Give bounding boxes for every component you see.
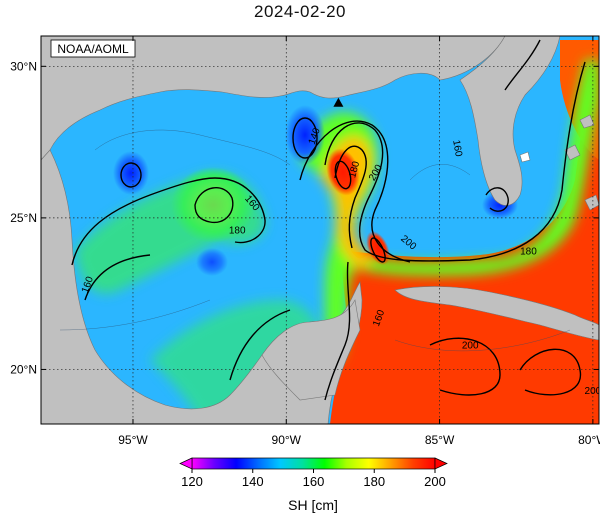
colorbar: 120 140 160 180 200 SH [cm] [179, 457, 448, 513]
colorbar-tick-label: 160 [303, 474, 325, 489]
us-coastline [41, 36, 506, 161]
contour-label: 180 [520, 247, 537, 258]
credit-label: NOAA/AOML [57, 42, 129, 56]
contour-label: 200 [462, 341, 479, 352]
contour-label: 180 [229, 226, 246, 237]
latitude-axis: 30°N 25°N 20°N [10, 59, 599, 376]
map-title: 2024-02-20 [254, 2, 346, 21]
buoy-marker-icon [333, 97, 344, 107]
graticule [41, 36, 599, 424]
lon-tick-label: 90°W [272, 433, 302, 447]
contour-label: 160 [450, 139, 464, 158]
colorbar-tick-label: 120 [181, 474, 203, 489]
colorbar-tick-label: 200 [424, 474, 446, 489]
colorbar-tick-label: 140 [242, 474, 264, 489]
lat-tick-label: 20°N [10, 362, 37, 376]
florida-peninsula [459, 36, 561, 206]
lat-tick-label: 25°N [10, 211, 37, 225]
land [41, 36, 599, 424]
map-frame [40, 35, 600, 425]
colorbar-tick-label: 180 [363, 474, 385, 489]
contours [71, 39, 586, 401]
lat-tick-label: 30°N [10, 59, 37, 73]
lon-tick-label: 80°W [578, 433, 600, 447]
colorbar-label: SH [cm] [288, 497, 338, 513]
contour-label: 180 [347, 160, 362, 179]
lon-tick-label: 85°W [425, 433, 455, 447]
longitude-axis: 95°W 90°W 85°W 80°W [118, 36, 600, 447]
contour-label: 200 [585, 386, 600, 397]
lon-tick-label: 95°W [118, 433, 148, 447]
caribbean-warm-water [330, 60, 599, 424]
